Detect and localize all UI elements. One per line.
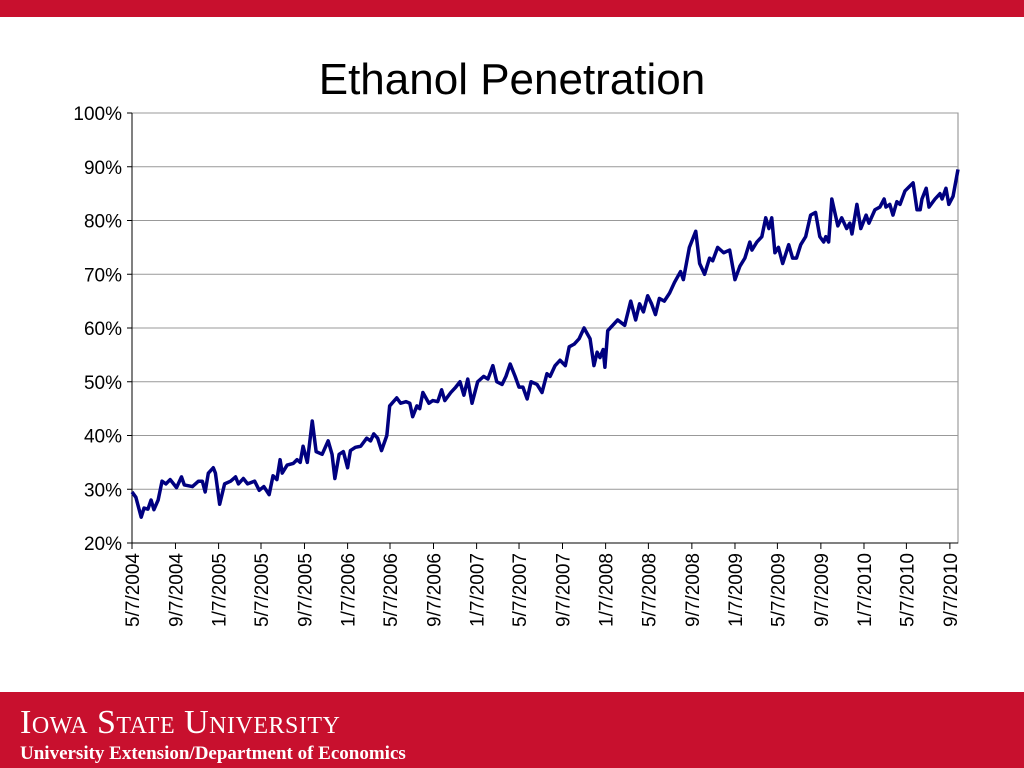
y-tick-label: 80%	[84, 212, 122, 233]
x-tick-label: 9/7/2005	[295, 553, 316, 627]
x-tick-label: 9/7/2004	[166, 553, 187, 627]
x-tick-label: 5/7/2005	[252, 553, 273, 627]
x-tick-label: 1/7/2009	[726, 553, 747, 627]
data-line	[130, 169, 960, 519]
x-tick-label: 1/7/2007	[468, 553, 489, 627]
x-tick-label: 9/7/2006	[424, 553, 445, 627]
x-tick-label: 5/7/2006	[381, 553, 402, 627]
footer-band	[0, 692, 1024, 768]
x-tick-label: 1/7/2005	[210, 553, 231, 627]
x-tick-label: 1/7/2010	[855, 553, 876, 627]
y-tick-label: 50%	[84, 373, 122, 394]
y-tick-label: 70%	[84, 265, 122, 286]
x-tick-label: 5/7/2007	[510, 553, 531, 627]
plot: 20% 30% 40% 50% 60% 70% 80% 90% 100% 5/7/2004 9/7/…	[73, 104, 961, 627]
department-name: University Extension/Department of Econo…	[20, 743, 406, 764]
x-tick-label: 5/7/2009	[768, 553, 789, 627]
y-tick-label: 40%	[84, 427, 122, 448]
x-tick-label: 9/7/2009	[812, 553, 833, 627]
x-tick-label: 1/7/2006	[339, 553, 360, 627]
x-tick-label: 9/7/2007	[553, 553, 574, 627]
y-tick-label: 30%	[84, 480, 122, 501]
y-tick-label: 60%	[84, 319, 122, 340]
y-tick-label: 100%	[73, 104, 122, 125]
y-tick-label: 20%	[84, 534, 122, 555]
x-tick-label: 5/7/2004	[123, 553, 144, 627]
x-tick-label: 1/7/2008	[597, 553, 618, 627]
x-tick-label: 5/7/2008	[639, 553, 660, 627]
university-name: Iowa State University	[20, 704, 340, 741]
x-tick-label: 9/7/2008	[683, 553, 704, 627]
x-tick-label: 9/7/2010	[941, 553, 962, 627]
y-tick-label: 90%	[84, 158, 122, 179]
top-band	[0, 0, 1024, 17]
chart-title: Ethanol Penetration	[319, 55, 706, 104]
x-tick-label: 5/7/2010	[897, 553, 918, 627]
